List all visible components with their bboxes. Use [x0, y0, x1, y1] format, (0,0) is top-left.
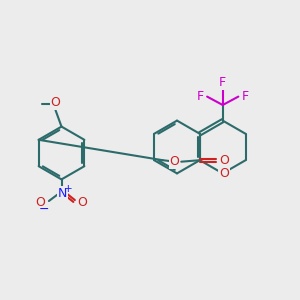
- Text: −: −: [39, 202, 49, 216]
- Text: N: N: [58, 187, 67, 200]
- Text: F: F: [219, 76, 226, 89]
- Text: O: O: [219, 167, 229, 180]
- Text: O: O: [170, 155, 180, 168]
- Text: O: O: [77, 196, 87, 209]
- Text: +: +: [64, 184, 72, 194]
- Text: O: O: [219, 154, 229, 167]
- Text: O: O: [51, 96, 60, 110]
- Text: F: F: [196, 90, 203, 103]
- Text: F: F: [242, 90, 249, 103]
- Text: O: O: [36, 196, 45, 209]
